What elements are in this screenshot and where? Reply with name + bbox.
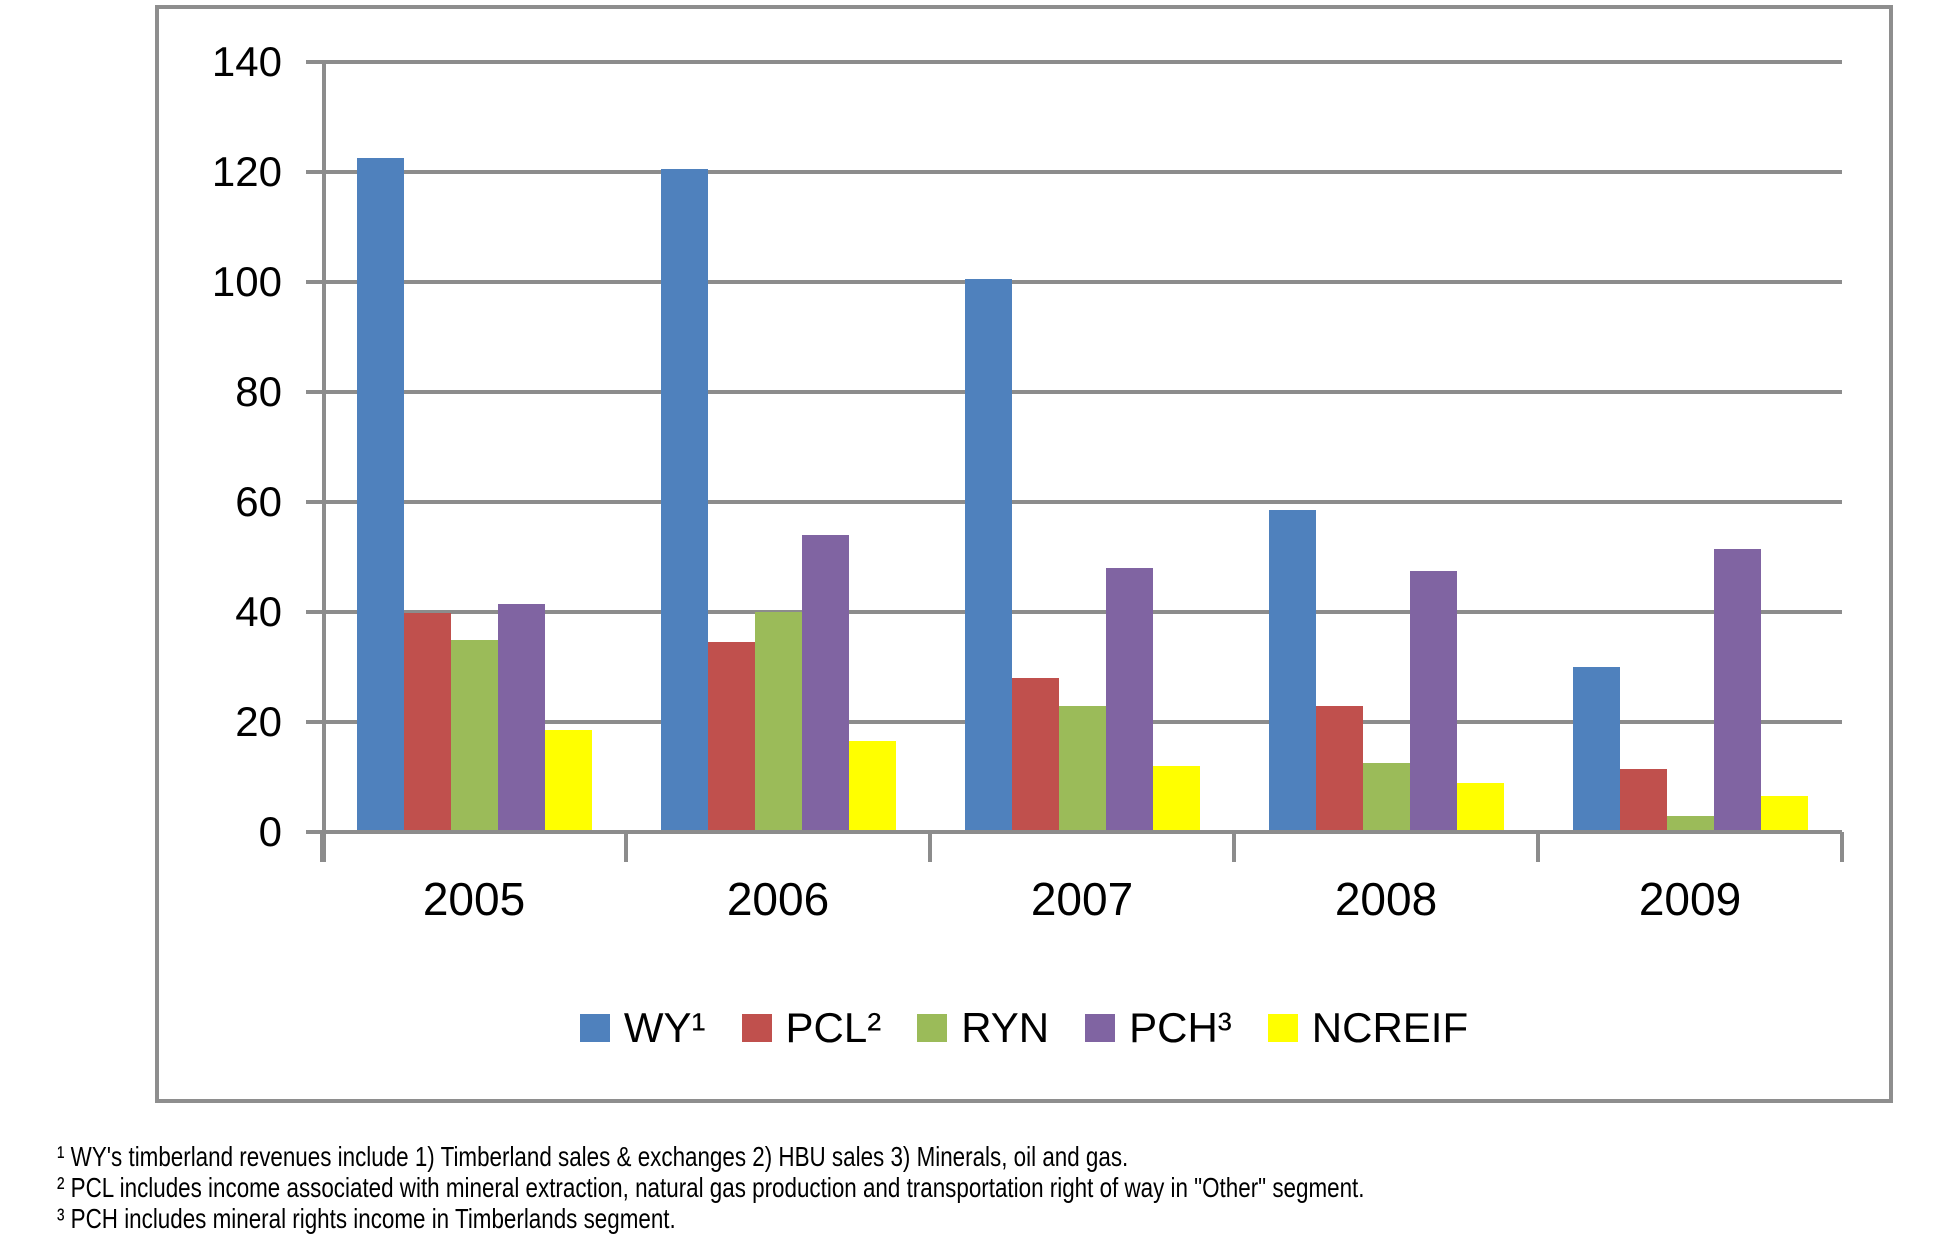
x-axis-tick xyxy=(1536,832,1540,862)
gridline xyxy=(322,500,1842,504)
bar-ryn-2008 xyxy=(1362,763,1410,832)
legend-item-pcl: PCL² xyxy=(741,1004,882,1052)
y-axis-tick xyxy=(306,60,322,64)
bar-pcl-2006 xyxy=(707,642,755,832)
gridline xyxy=(322,280,1842,284)
x-axis-label: 2005 xyxy=(422,873,526,925)
x-axis-tick xyxy=(624,832,628,862)
bar-ncreif-2009 xyxy=(1760,796,1808,832)
y-axis-label: 100 xyxy=(211,258,282,305)
bar-wy-2006 xyxy=(660,169,708,832)
y-axis-line xyxy=(322,62,326,862)
legend-label-wy: WY¹ xyxy=(623,1004,706,1051)
x-axis-tick xyxy=(1232,832,1236,862)
bar-pch-2005 xyxy=(497,603,545,832)
legend-label-ncreif: NCREIF xyxy=(1311,1004,1469,1051)
x-axis-tick xyxy=(320,832,324,862)
footnote-1: ¹ WY's timberland revenues include 1) Ti… xyxy=(57,1141,1129,1172)
bar-ncreif-2005 xyxy=(544,730,592,832)
legend-swatch-ncreif xyxy=(1267,1014,1298,1042)
gridline xyxy=(322,390,1842,394)
footnotes: ¹ WY's timberland revenues include 1) Ti… xyxy=(57,1141,1691,1234)
bar-wy-2009 xyxy=(1572,667,1620,832)
bar-ncreif-2006 xyxy=(848,741,896,832)
bar-ryn-2007 xyxy=(1058,705,1106,832)
bar-pcl-2007 xyxy=(1011,678,1059,832)
bar-pch-2009 xyxy=(1713,548,1761,832)
y-axis-label: 60 xyxy=(235,478,282,525)
bar-pch-2007 xyxy=(1105,568,1153,832)
y-axis-label: 0 xyxy=(258,808,282,855)
x-axis-tick xyxy=(928,832,932,862)
bar-ryn-2006 xyxy=(754,612,802,832)
bar-ncreif-2007 xyxy=(1152,766,1200,832)
footnote-3: ³ PCH includes mineral rights income in … xyxy=(57,1203,676,1234)
bar-wy-2008 xyxy=(1268,510,1316,832)
bar-pcl-2005 xyxy=(403,613,451,832)
legend-item-ryn: RYN xyxy=(917,1004,1049,1052)
x-axis-label: 2007 xyxy=(1030,873,1134,925)
x-axis-label: 2006 xyxy=(726,873,830,925)
x-axis-label: 2008 xyxy=(1334,873,1438,925)
y-axis-tick xyxy=(306,170,322,174)
chart-frame xyxy=(155,5,1893,1103)
y-axis-tick xyxy=(306,390,322,394)
y-axis-tick xyxy=(306,720,322,724)
bar-ryn-2005 xyxy=(450,639,498,832)
y-axis-label: 20 xyxy=(235,698,282,745)
y-axis-label: 80 xyxy=(235,368,282,415)
legend-swatch-pcl xyxy=(741,1014,772,1042)
legend: WY¹ PCL² RYN PCH³ NCREIF xyxy=(155,1004,1893,1052)
gridline xyxy=(322,610,1842,614)
bar-ncreif-2008 xyxy=(1456,782,1504,832)
y-axis-tick xyxy=(306,280,322,284)
legend-item-ncreif: NCREIF xyxy=(1267,1004,1469,1052)
bar-wy-2005 xyxy=(356,158,404,832)
bar-pcl-2008 xyxy=(1315,705,1363,832)
x-axis-tick xyxy=(1840,832,1844,862)
bar-pcl-2009 xyxy=(1619,768,1667,832)
bar-pch-2006 xyxy=(801,535,849,832)
plot-area: 0 20 40 60 80 100 120 140 2005 2006 2007 2008 2009 xyxy=(212,41,1844,925)
x-axis-line xyxy=(308,830,1842,834)
bar-wy-2007 xyxy=(964,279,1012,832)
legend-swatch-wy xyxy=(579,1014,610,1042)
y-axis-tick xyxy=(306,830,322,834)
gridline xyxy=(322,170,1842,174)
bar-ryn-2009 xyxy=(1666,815,1714,832)
bar-pch-2008 xyxy=(1409,570,1457,832)
y-axis-label: 120 xyxy=(211,148,282,195)
x-axis-label: 2009 xyxy=(1638,873,1742,925)
y-axis-label: 140 xyxy=(211,38,282,85)
y-axis-tick xyxy=(306,500,322,504)
footnote-2: ² PCL includes income associated with mi… xyxy=(57,1172,1365,1203)
legend-label-pcl: PCL² xyxy=(785,1004,882,1051)
legend-swatch-ryn xyxy=(917,1014,948,1042)
legend-label-ryn: RYN xyxy=(961,1004,1050,1051)
legend-label-pch: PCH³ xyxy=(1129,1004,1232,1051)
legend-item-pch: PCH³ xyxy=(1085,1004,1232,1052)
legend-item-wy: WY¹ xyxy=(579,1004,706,1052)
gridline xyxy=(322,60,1842,64)
y-axis-tick xyxy=(306,610,322,614)
legend-swatch-pch xyxy=(1085,1014,1116,1042)
y-axis-label: 40 xyxy=(235,588,282,635)
